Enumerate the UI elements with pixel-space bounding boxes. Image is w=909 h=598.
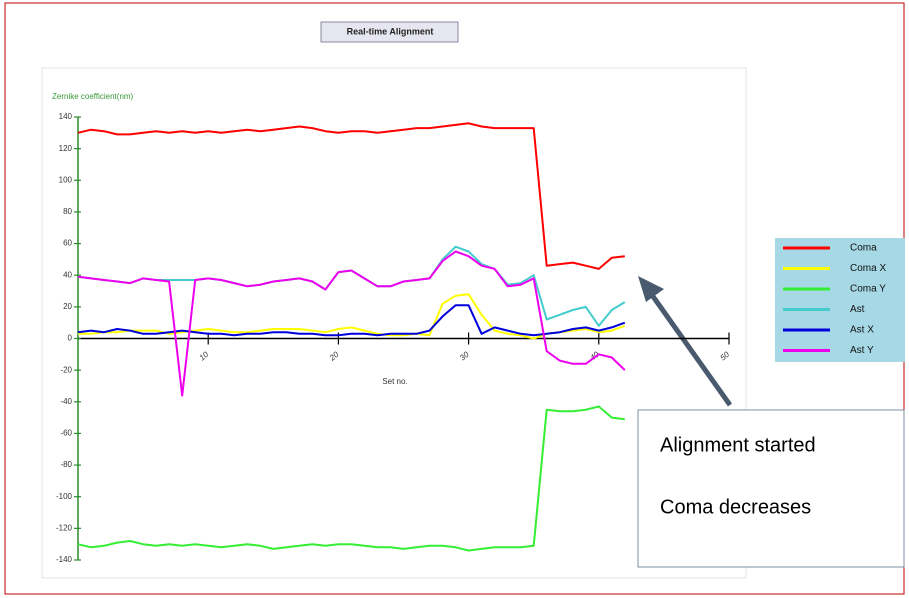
legend-label: Ast bbox=[850, 304, 865, 315]
x-axis-label: Set no. bbox=[382, 377, 407, 386]
series-line bbox=[77, 405, 625, 552]
series-line bbox=[77, 122, 625, 270]
series-line bbox=[77, 304, 626, 337]
y-tick-label: 40 bbox=[63, 270, 72, 279]
annotation-text: Coma decreases bbox=[660, 496, 811, 518]
series-line bbox=[77, 250, 626, 397]
legend: Coma Coma X Coma Y Ast Ast X Ast Y bbox=[783, 243, 886, 356]
plot-panel bbox=[41, 67, 747, 579]
legend-label: Coma bbox=[850, 243, 877, 254]
series-line bbox=[78, 293, 626, 340]
y-tick-label: -140 bbox=[56, 555, 73, 564]
legend-label: Ast Y bbox=[850, 345, 874, 356]
chart-title: Real-time Alignment bbox=[347, 26, 434, 36]
arrow-head bbox=[638, 276, 664, 302]
y-tick-label: -20 bbox=[60, 365, 72, 374]
y-tick-label: 100 bbox=[59, 175, 73, 184]
y-tick-label: 20 bbox=[63, 302, 72, 311]
y-axis-label: Zernike coefficient(nm) bbox=[52, 92, 134, 101]
y-tick-label: 0 bbox=[68, 334, 73, 343]
legend-label: Coma X bbox=[850, 263, 886, 274]
legend-label: Ast X bbox=[850, 325, 874, 336]
legend-box bbox=[775, 238, 905, 362]
y-tick-label: 60 bbox=[63, 239, 72, 248]
y-tick-label: 140 bbox=[59, 112, 73, 121]
y-tick-label: -120 bbox=[56, 523, 73, 532]
y-tick-label: -40 bbox=[60, 397, 72, 406]
legend-label: Coma Y bbox=[850, 284, 886, 295]
arrow-shaft bbox=[649, 293, 733, 407]
y-tick-label: 80 bbox=[63, 207, 72, 216]
y-tick-label: -80 bbox=[60, 460, 72, 469]
y-tick-label: -60 bbox=[60, 429, 72, 438]
annotation-box bbox=[637, 409, 905, 568]
annotation-text: Alignment started bbox=[660, 434, 816, 456]
y-tick-label: 120 bbox=[59, 144, 73, 153]
title-box bbox=[320, 21, 459, 43]
y-tick-label: -100 bbox=[56, 492, 73, 501]
